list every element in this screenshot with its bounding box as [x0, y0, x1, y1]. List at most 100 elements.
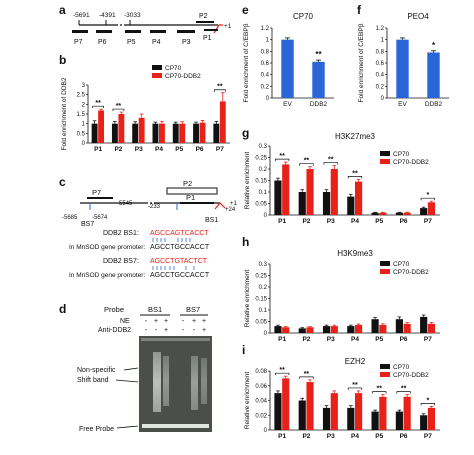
bar — [306, 169, 314, 215]
bar — [347, 326, 355, 333]
panel-letter-c: c — [59, 175, 66, 189]
x-tick-label: P1 — [278, 433, 286, 440]
position-label: -233 — [148, 204, 161, 210]
sign: + — [202, 318, 206, 325]
chart-e-cp70-cebpb: 0 0.2 0.4 0.6 0.8 1 1.2 Fold enrichment of C/EB… — [243, 12, 334, 108]
bar — [420, 208, 428, 215]
bar — [281, 39, 294, 98]
bar — [427, 202, 436, 215]
region-bar-p3 — [177, 30, 195, 33]
legend-label: CP70 — [165, 65, 182, 72]
annotation-label: Shift band — [77, 377, 109, 384]
significance-bracket — [347, 176, 363, 179]
chart-g-h3k27me3: 0 0.05 0.1 0.15 0.2 0.25 0.3 Relative enrichmen… — [244, 132, 440, 225]
bar — [330, 326, 338, 333]
region-bar-p6 — [96, 30, 112, 33]
panel-letter-f: f — [357, 3, 362, 17]
x-tick-label: P2 — [114, 146, 122, 153]
sign: + — [192, 318, 196, 325]
gel-lane-smear — [163, 356, 169, 406]
x-tick-label: P3 — [327, 218, 335, 225]
x-tick-label: P7 — [216, 146, 224, 153]
binding-site-label: BS1 — [205, 217, 218, 224]
bar — [427, 52, 440, 98]
sign: + — [202, 327, 206, 334]
significance-marker: * — [426, 397, 429, 404]
probe-name: BS1 — [148, 305, 162, 314]
bar — [395, 212, 403, 215]
significance-bracket — [299, 163, 314, 166]
bar — [379, 212, 387, 215]
legend-label: CP70-DDB2 — [165, 73, 201, 80]
bs1-mnsod-label: In MnSOD gene promoter: — [69, 244, 145, 251]
y-tick-label: 1.2 — [261, 26, 270, 32]
legend-label: CP70-DDB2 — [393, 159, 429, 166]
significance-bracket — [372, 391, 387, 394]
chart-h-h3k9me3: 0 0.05 0.1 0.15 0.2 0.25 0.3 Relative enrichmen… — [244, 249, 440, 343]
x-tick-label: EV — [283, 101, 292, 108]
significance-marker: ** — [377, 386, 383, 393]
x-tick-label: P5 — [375, 336, 383, 343]
x-tick-label: P1 — [278, 336, 286, 343]
significance-bracket — [112, 108, 125, 112]
legend-swatch — [380, 372, 390, 377]
x-tick-label: P4 — [351, 336, 359, 343]
region-label: P3 — [182, 39, 191, 46]
x-tick-label: P4 — [155, 146, 163, 153]
bar — [111, 123, 118, 143]
y-tick-label: 1 — [381, 38, 385, 44]
bar — [403, 396, 411, 430]
bar — [371, 212, 379, 215]
bar — [306, 382, 314, 430]
binding-site-label: BS7 — [81, 221, 94, 228]
sign: - — [145, 318, 148, 325]
gel-band-free-probe — [142, 424, 209, 428]
y-tick-label: 0.3 — [259, 144, 268, 150]
bar — [403, 212, 411, 215]
bs1-mnsod-sequence: AGCCTGCCACCT — [150, 244, 210, 251]
y-tick-label: 0.8 — [376, 49, 385, 55]
bar — [420, 316, 428, 333]
significance-marker: ** — [279, 367, 285, 374]
y-axis-label: Relative enrichment — [244, 152, 251, 210]
x-tick-label: P1 — [278, 218, 286, 225]
region-label: P5 — [127, 39, 136, 46]
x-tick-label: P7 — [424, 336, 432, 343]
legend-swatch — [380, 269, 390, 274]
x-tick-label: P6 — [400, 218, 408, 225]
bar — [298, 192, 306, 215]
annotation-arrow — [116, 425, 139, 429]
legend-label: CP70 — [393, 261, 410, 268]
bar — [322, 192, 331, 215]
bar — [396, 39, 409, 98]
probe-label: Probe — [104, 305, 124, 314]
significance-marker: ** — [304, 371, 310, 378]
bar — [152, 123, 159, 143]
x-tick-label: P4 — [351, 218, 359, 225]
x-tick-label: P5 — [375, 218, 383, 225]
bar — [274, 326, 282, 333]
panel-letter-i: i — [242, 343, 245, 357]
gel-image — [139, 336, 212, 432]
region-label: P7 — [74, 39, 83, 46]
x-tick-label: P2 — [302, 336, 310, 343]
y-tick-label: 0.6 — [376, 61, 385, 67]
bs7-sequence: AGCCTGTACTCT — [150, 258, 208, 265]
y-tick-label: 0.05 — [255, 320, 267, 326]
position-label: -5674 — [92, 215, 108, 221]
bar — [274, 180, 282, 215]
sign: + — [164, 327, 168, 334]
bar — [298, 328, 306, 333]
chart-title: H3K9me3 — [337, 249, 373, 258]
y-tick-label: 0.2 — [259, 167, 268, 173]
legend-swatch — [380, 159, 390, 164]
bar — [298, 400, 306, 430]
emsa-panel: Probe BS1 BS7 NE Anti-DDB2 - + + - + + -… — [77, 305, 212, 433]
y-axis-label: Fold enrichment of C/EBPβ — [358, 23, 365, 102]
bar — [282, 164, 290, 215]
legend-label: CP70-DDB2 — [393, 372, 429, 379]
legend-swatch — [380, 364, 390, 369]
row-label-ne: NE — [120, 318, 130, 325]
sign: - — [193, 327, 196, 334]
chart-f-peo4-cebpb: 0 0.2 0.4 0.6 0.8 1 1.2 Fold enrichment of C/EB… — [358, 12, 449, 108]
